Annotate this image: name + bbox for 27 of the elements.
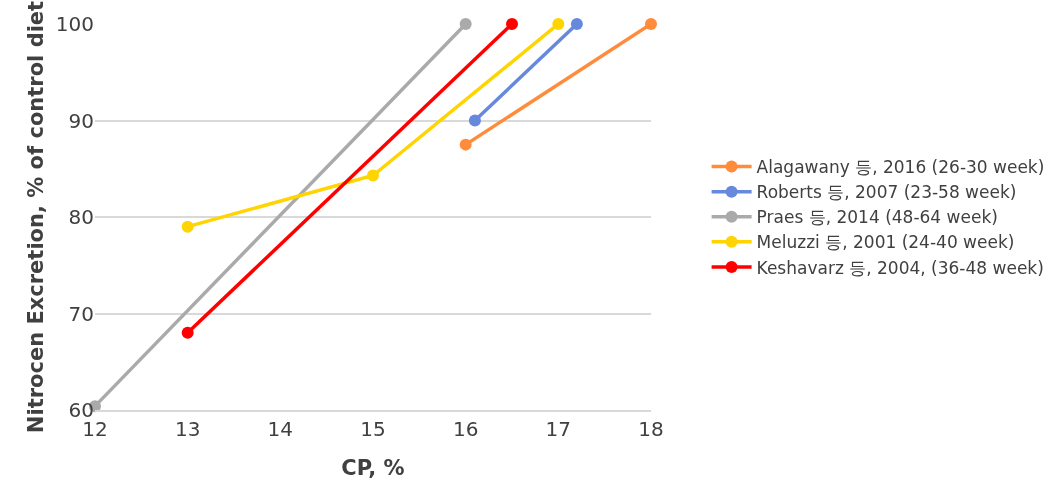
legend-label: Alagawany 등, 2016 (26-30 week) (756, 157, 1045, 178)
y-axis-title: Nitrocen Excretion, % of control diet (24, 0, 48, 434)
legend-label: Keshavarz 등, 2004, (36-48 week) (756, 257, 1044, 278)
x-tick-label: 17 (545, 416, 572, 441)
point (459, 138, 472, 151)
x-tick-label: 16 (452, 416, 479, 441)
y-tick-label: 90 (68, 108, 94, 133)
point (645, 18, 657, 30)
point (552, 18, 565, 30)
y-tick-label: 80 (68, 205, 94, 229)
point (459, 18, 472, 30)
y-tick-label: 100 (55, 12, 94, 36)
point (181, 326, 194, 339)
x-axis-title: CP, % (341, 456, 405, 480)
point (367, 169, 379, 182)
x-tick-label: 18 (638, 416, 664, 441)
point (506, 18, 518, 30)
y-tick-label: 70 (68, 301, 94, 326)
point (570, 18, 583, 30)
legend-label: Roberts 등, 2007 (23-58 week) (756, 182, 1017, 203)
x-tick-label: 13 (174, 416, 201, 441)
x-tick-label: 14 (267, 416, 294, 441)
point (181, 220, 194, 233)
legend-label: Meluzzi 등, 2001 (24-40 week) (756, 232, 1015, 253)
point (468, 114, 481, 127)
legend-label: Praes 등, 2014 (48-64 week) (756, 207, 998, 228)
x-tick-label: 15 (360, 416, 386, 441)
